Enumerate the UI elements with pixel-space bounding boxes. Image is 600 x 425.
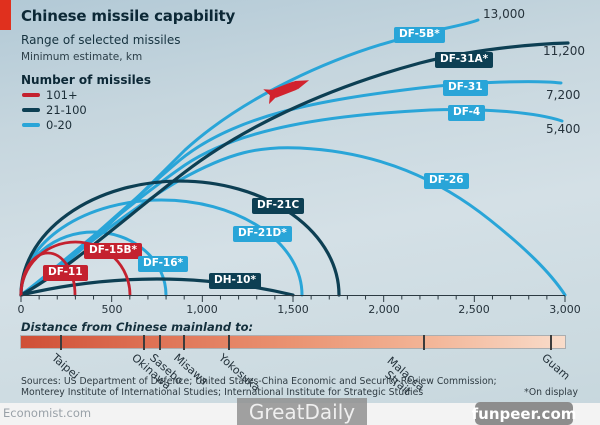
chart-subtitle: Range of selected missiles [21, 33, 181, 47]
x-tick-1000: 1,000 [186, 303, 218, 316]
tick-okinawa [143, 335, 145, 350]
unit-note: Minimum estimate, km [21, 51, 143, 63]
label-dh-10: DH-10* [209, 273, 261, 290]
legend-label: 21-100 [46, 103, 87, 117]
on-display-footnote: *On display [524, 387, 578, 398]
sources-line-1: Sources: US Department of Defence; Unite… [21, 376, 497, 387]
label-df-26: DF-26 [424, 173, 469, 190]
legend-swatch-light-blue [22, 123, 40, 127]
curve-df-21d [19, 198, 304, 297]
x-tick-2000: 2,000 [368, 303, 400, 316]
label-df-15b: DF-15B* [84, 243, 143, 260]
x-tick-0: 0 [17, 303, 25, 316]
range-value-df-31: 7,200 [546, 88, 581, 102]
legend-title: Number of missiles [21, 73, 151, 87]
legend-swatch-red [22, 93, 40, 97]
x-axis [20, 295, 566, 302]
legend-item-101plus: 101+ [22, 88, 78, 102]
legend-label: 0-20 [46, 118, 73, 132]
label-df-16: DF-16* [138, 256, 189, 273]
label-df-31a: DF-31A* [435, 52, 494, 69]
economist-red-tab [0, 0, 11, 30]
legend-swatch-dark-blue [22, 108, 40, 112]
tick-sasebo [159, 335, 161, 350]
x-tick-500: 500 [101, 303, 123, 316]
missile-range-curves [19, 18, 570, 302]
tick-malacca [423, 335, 425, 350]
range-value-df-4: 5,400 [546, 122, 581, 136]
legend-item-0-20: 0-20 [22, 118, 72, 132]
label-df-21c: DF-21C [252, 198, 305, 215]
x-tick-1500: 1,500 [277, 303, 309, 316]
label-df-21d: DF-21D* [233, 226, 292, 243]
greatdaily-watermark: GreatDaily [237, 398, 367, 425]
tick-yokosuka [228, 335, 230, 350]
funpeer-badge[interactable]: funpeer.com [472, 402, 576, 425]
rocket-icon [263, 80, 310, 105]
label-df-31: DF-31 [443, 80, 488, 97]
curve-df-31a [19, 41, 570, 297]
label-df-11: DF-11 [43, 265, 88, 282]
legend-label: 101+ [46, 88, 78, 102]
curve-df-4 [19, 107, 564, 297]
range-value-df-31a: 11,200 [543, 44, 585, 58]
curve-df-26 [19, 146, 567, 297]
sources-line-2: Monterey Institute of International Stud… [21, 387, 424, 398]
tick-misawa [183, 335, 185, 350]
x-tick-3000: 3,000 [549, 303, 581, 316]
legend-item-21-100: 21-100 [22, 103, 87, 117]
page-title: Chinese missile capability [21, 7, 236, 25]
label-df-4: DF-4 [448, 105, 486, 122]
distance-gradient-bar [21, 336, 565, 348]
tick-taipei [60, 335, 62, 350]
curve-df-21c [19, 179, 341, 297]
x-tick-2500: 2,500 [458, 303, 490, 316]
distance-bar-label: Distance from Chinese mainland to: [21, 320, 254, 334]
label-df-5b: DF-5B* [394, 27, 445, 44]
tick-guam [550, 335, 552, 350]
range-value-df-5b: 13,000 [483, 7, 525, 21]
economist-link[interactable]: Economist.com [3, 406, 92, 420]
